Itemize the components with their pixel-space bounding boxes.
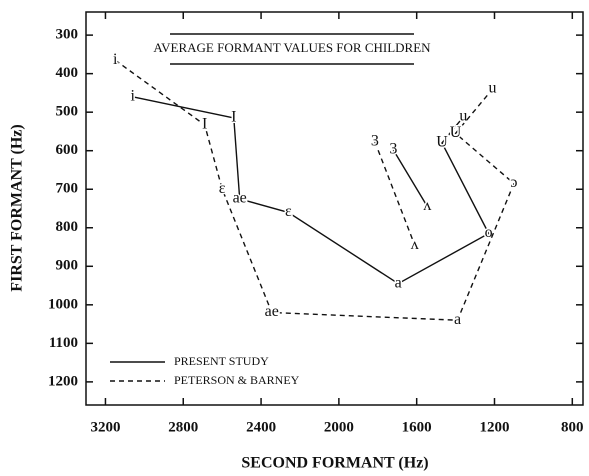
point-label: I [202,116,207,133]
x-tick-label: 800 [561,419,584,435]
point-label: i [130,87,135,104]
y-tick-label: 400 [56,65,79,81]
point-label: ɛ [285,203,292,220]
point-label: ʌ [411,236,419,253]
point-label: 3 [371,133,379,150]
legend-label: PRESENT STUDY [174,354,269,368]
x-axis-label: SECOND FORMANT (Hz) [241,455,428,472]
chart-title: AVERAGE FORMANT VALUES FOR CHILDREN [153,40,431,55]
point-label: U [450,124,462,141]
y-tick-label: 1200 [48,373,78,389]
point-label: i [113,51,118,68]
point-label: ʌ [423,197,431,214]
x-tick-label: 3200 [90,419,120,435]
series-line [114,59,515,321]
y-tick-label: 300 [56,27,79,43]
point-label: o [485,224,493,241]
point-label: a [454,311,461,328]
point-label: U [436,134,448,151]
x-tick-label: 1200 [479,419,509,435]
plot-frame [85,11,584,406]
y-tick-label: 600 [56,142,79,158]
point-label: ɛ [219,180,226,197]
point-label: u [459,107,467,124]
y-axis-label: FIRST FORMANT (Hz) [9,124,26,291]
x-tick-label: 2400 [246,419,276,435]
point-label: u [489,80,497,97]
y-tick-label: 1000 [48,296,78,312]
series-line [132,96,490,285]
point-label: ɔ [510,174,517,191]
y-tick-label: 1100 [49,335,78,351]
x-tick-label: 2000 [324,419,354,435]
point-label: 3 [389,141,397,158]
y-tick-label: 800 [56,219,79,235]
y-tick-label: 900 [56,258,79,274]
x-tick-label: 1600 [402,419,432,435]
y-tick-label: 500 [56,104,79,120]
point-label: ae [265,303,279,320]
point-label: I [231,109,236,126]
y-tick-label: 700 [56,181,79,197]
point-label: a [395,274,402,291]
x-tick-label: 2800 [168,419,198,435]
legend-label: PETERSON & BARNEY [174,373,300,387]
point-label: ae [233,190,247,207]
